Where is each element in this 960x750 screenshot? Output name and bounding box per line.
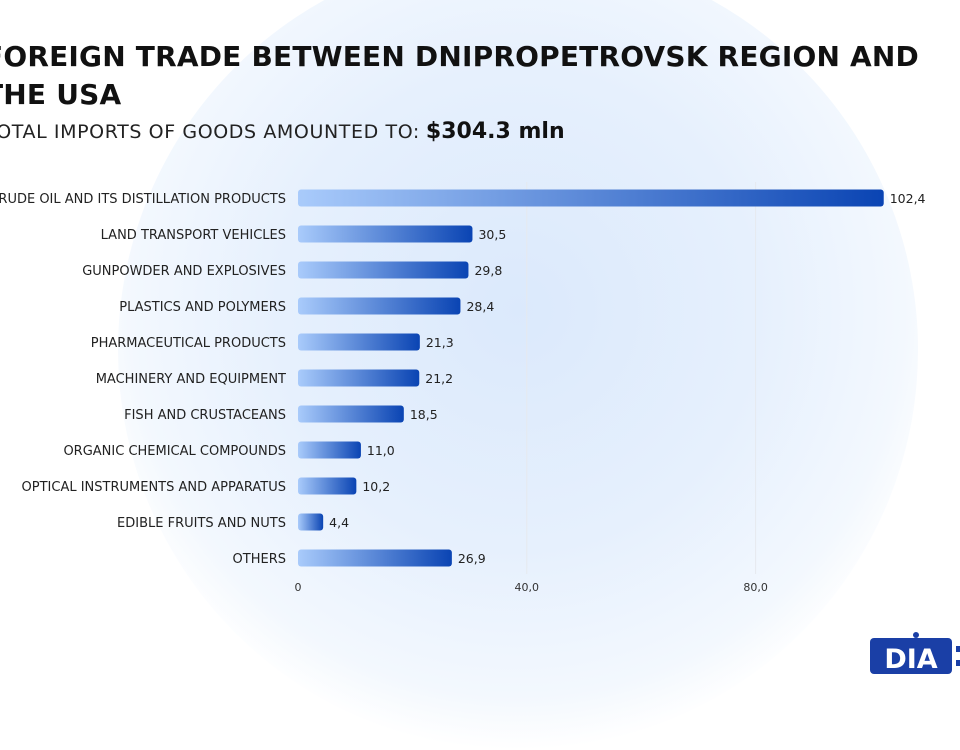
x-tick-label: 0 xyxy=(295,581,302,594)
category-label: PHARMACEUTICAL PRODUCTS xyxy=(91,336,286,351)
chart-subtitle: TOTAL IMPORTS OF GOODS AMOUNTED TO: $304.… xyxy=(0,119,565,144)
value-label: 21,2 xyxy=(425,371,453,386)
category-label: OTHERS xyxy=(233,552,286,567)
category-label: MACHINERY AND EQUIPMENT xyxy=(96,372,286,387)
value-label: 28,4 xyxy=(466,299,494,314)
bar xyxy=(298,189,884,207)
category-label: ORGANIC CHEMICAL COMPOUNDS xyxy=(63,444,286,459)
bar xyxy=(298,333,420,351)
bar xyxy=(298,369,420,387)
value-label: 21,3 xyxy=(426,335,454,350)
bar xyxy=(298,477,357,495)
value-label: 102,4 xyxy=(890,191,926,206)
value-label: 11,0 xyxy=(367,443,395,458)
value-label: 10,2 xyxy=(362,479,390,494)
value-label: 18,5 xyxy=(410,407,438,422)
bar xyxy=(298,405,404,423)
bar xyxy=(298,297,461,315)
value-label: 26,9 xyxy=(458,551,486,566)
bar xyxy=(298,225,473,243)
background-circle xyxy=(118,0,918,750)
x-tick-label: 80,0 xyxy=(743,581,768,594)
x-tick-label: 40,0 xyxy=(515,581,540,594)
category-label: GUNPOWDER AND EXPLOSIVES xyxy=(82,264,286,279)
bar xyxy=(298,549,452,567)
value-label: 4,4 xyxy=(329,515,349,530)
bar xyxy=(298,513,324,531)
category-label: OPTICAL INSTRUMENTS AND APPARATUS xyxy=(22,480,286,495)
category-label: LAND TRANSPORT VEHICLES xyxy=(101,228,286,243)
category-label: FISH AND CRUSTACEANS xyxy=(124,408,286,423)
bar-chart: 0 40,0 80,0 CRUDE OIL AND ITS DISTILLATION … xyxy=(0,182,926,594)
dia-logo-icon: DIA xyxy=(870,632,960,674)
category-label: PLASTICS AND POLYMERS xyxy=(119,300,286,315)
chart-title: FOREIGN TRADE BETWEEN DNIPROPETROVSK REG… xyxy=(0,40,919,111)
value-label: 29,8 xyxy=(474,263,502,278)
bar xyxy=(298,261,469,279)
total-imports-value: $304.3 mln xyxy=(425,119,565,144)
value-label: 30,5 xyxy=(478,227,506,242)
logo-text: DIA xyxy=(884,644,937,674)
subtitle-label: TOTAL IMPORTS OF GOODS AMOUNTED TO: xyxy=(0,121,420,143)
category-label: EDIBLE FRUITS AND NUTS xyxy=(117,516,286,531)
logo-dot xyxy=(913,632,919,638)
bar xyxy=(298,441,361,459)
logo-background xyxy=(870,638,952,674)
logo-mark-top xyxy=(956,646,960,652)
logo-mark-bottom xyxy=(956,660,960,666)
category-label: CRUDE OIL AND ITS DISTILLATION PRODUCTS xyxy=(0,192,286,207)
